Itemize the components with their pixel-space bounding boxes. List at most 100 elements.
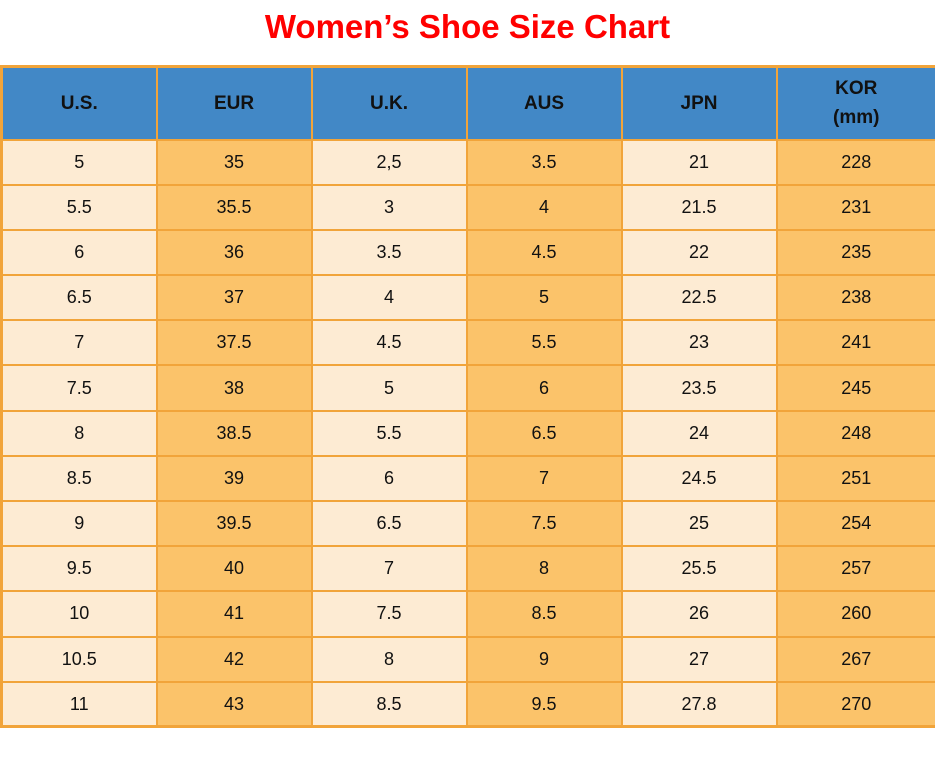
table-cell: 6.5 bbox=[0, 274, 158, 322]
table-cell: 27 bbox=[620, 635, 778, 683]
table-cell: 39 bbox=[155, 454, 313, 503]
column-header-sublabel: (mm) bbox=[833, 107, 880, 129]
table-cell: 21.5 bbox=[620, 183, 778, 231]
table-cell: 235 bbox=[775, 228, 935, 277]
table-cell: 27.8 bbox=[620, 680, 778, 728]
table-cell: 2,5 bbox=[310, 138, 468, 186]
table-cell: 254 bbox=[775, 499, 935, 548]
table-cell: 7 bbox=[0, 319, 158, 367]
table-cell: 245 bbox=[775, 364, 935, 412]
table-cell: 8.5 bbox=[0, 454, 158, 503]
table-cell: 241 bbox=[775, 319, 935, 367]
table-row: 6 36 3.5 4.5 22 235 bbox=[0, 228, 935, 277]
table-cell: 251 bbox=[775, 454, 935, 503]
table-cell: 40 bbox=[155, 545, 313, 593]
table-cell: 8.5 bbox=[310, 680, 468, 728]
table-cell: 24.5 bbox=[620, 454, 778, 503]
table-cell: 8 bbox=[0, 409, 158, 457]
table-cell: 8 bbox=[465, 545, 623, 593]
table-cell: 6 bbox=[310, 454, 468, 503]
table-cell: 23 bbox=[620, 319, 778, 367]
table-cell: 21 bbox=[620, 138, 778, 186]
column-header-label: U.K. bbox=[370, 92, 408, 114]
table-cell: 8.5 bbox=[465, 590, 623, 638]
table-cell: 6.5 bbox=[465, 409, 623, 457]
table-cell: 7.5 bbox=[465, 499, 623, 548]
table-cell: 38.5 bbox=[155, 409, 313, 457]
table-cell: 25 bbox=[620, 499, 778, 548]
table-cell: 10 bbox=[0, 590, 158, 638]
table-cell: 3.5 bbox=[310, 228, 468, 277]
table-cell: 5 bbox=[0, 138, 158, 186]
table-body: 5 35 2,5 3.5 21 228 5.5 35.5 3 4 21.5 231 6 36 3.5 4.5 2… bbox=[0, 138, 935, 728]
table-row: 10 41 7.5 8.5 26 260 bbox=[0, 590, 935, 638]
column-header-us: U.S. bbox=[0, 65, 158, 141]
table-cell: 9 bbox=[0, 499, 158, 548]
size-chart-table: U.S. EUR U.K. AUS JPN KOR (mm) bbox=[0, 65, 935, 729]
table-row: 5.5 35.5 3 4 21.5 231 bbox=[0, 183, 935, 231]
table-row: 7.5 38 5 6 23.5 245 bbox=[0, 364, 935, 412]
table-cell: 7 bbox=[465, 454, 623, 503]
table-cell: 4 bbox=[310, 274, 468, 322]
table-cell: 43 bbox=[155, 680, 313, 728]
table-cell: 248 bbox=[775, 409, 935, 457]
table-cell: 6.5 bbox=[310, 499, 468, 548]
table-cell: 3 bbox=[310, 183, 468, 231]
table-cell: 5 bbox=[310, 364, 468, 412]
column-header-uk: U.K. bbox=[310, 65, 468, 141]
table-cell: 6 bbox=[0, 228, 158, 277]
table-cell: 7.5 bbox=[310, 590, 468, 638]
table-cell: 270 bbox=[775, 680, 935, 728]
table-cell: 5.5 bbox=[465, 319, 623, 367]
column-header-label: JPN bbox=[680, 92, 718, 114]
table-cell: 4.5 bbox=[465, 228, 623, 277]
table-cell: 41 bbox=[155, 590, 313, 638]
table-row: 8 38.5 5.5 6.5 24 248 bbox=[0, 409, 935, 457]
table-row: 6.5 37 4 5 22.5 238 bbox=[0, 274, 935, 322]
table-cell: 7 bbox=[310, 545, 468, 593]
table-cell: 9 bbox=[465, 635, 623, 683]
column-header-jpn: JPN bbox=[620, 65, 778, 141]
table-cell: 23.5 bbox=[620, 364, 778, 412]
table-row: 9.5 40 7 8 25.5 257 bbox=[0, 545, 935, 593]
column-header-label: U.S. bbox=[60, 92, 98, 114]
table-row: 8.5 39 6 7 24.5 251 bbox=[0, 454, 935, 503]
column-header-aus: AUS bbox=[465, 65, 623, 141]
table-cell: 10.5 bbox=[0, 635, 158, 683]
table-cell: 5 bbox=[465, 274, 623, 322]
table-cell: 36 bbox=[155, 228, 313, 277]
page-title: Women’s Shoe Size Chart bbox=[264, 8, 671, 45]
header-row: U.S. EUR U.K. AUS JPN KOR (mm) bbox=[0, 65, 935, 141]
table-cell: 9.5 bbox=[0, 545, 158, 593]
table-cell: 260 bbox=[775, 590, 935, 638]
column-header-eur: EUR bbox=[155, 65, 313, 141]
table-cell: 5.5 bbox=[0, 183, 158, 231]
table-cell: 11 bbox=[0, 680, 158, 728]
table-row: 11 43 8.5 9.5 27.8 270 bbox=[0, 680, 935, 728]
table-cell: 25.5 bbox=[620, 545, 778, 593]
table-cell: 9.5 bbox=[465, 680, 623, 728]
table-cell: 267 bbox=[775, 635, 935, 683]
table-cell: 6 bbox=[465, 364, 623, 412]
table-cell: 35.5 bbox=[155, 183, 313, 231]
table-cell: 4 bbox=[465, 183, 623, 231]
table-cell: 7.5 bbox=[0, 364, 158, 412]
table-cell: 228 bbox=[775, 138, 935, 186]
table-cell: 22 bbox=[620, 228, 778, 277]
table-cell: 4.5 bbox=[310, 319, 468, 367]
table-cell: 39.5 bbox=[155, 499, 313, 548]
column-header-kor: KOR (mm) bbox=[775, 65, 935, 141]
table-row: 5 35 2,5 3.5 21 228 bbox=[0, 138, 935, 186]
table-cell: 3.5 bbox=[465, 138, 623, 186]
column-header-label: EUR bbox=[213, 92, 255, 114]
table-cell: 38 bbox=[155, 364, 313, 412]
table-cell: 37.5 bbox=[155, 319, 313, 367]
table-cell: 26 bbox=[620, 590, 778, 638]
table-row: 9 39.5 6.5 7.5 25 254 bbox=[0, 499, 935, 548]
table-cell: 8 bbox=[310, 635, 468, 683]
table-cell: 42 bbox=[155, 635, 313, 683]
table-cell: 24 bbox=[620, 409, 778, 457]
column-header-label: KOR bbox=[835, 77, 878, 99]
table-cell: 22.5 bbox=[620, 274, 778, 322]
